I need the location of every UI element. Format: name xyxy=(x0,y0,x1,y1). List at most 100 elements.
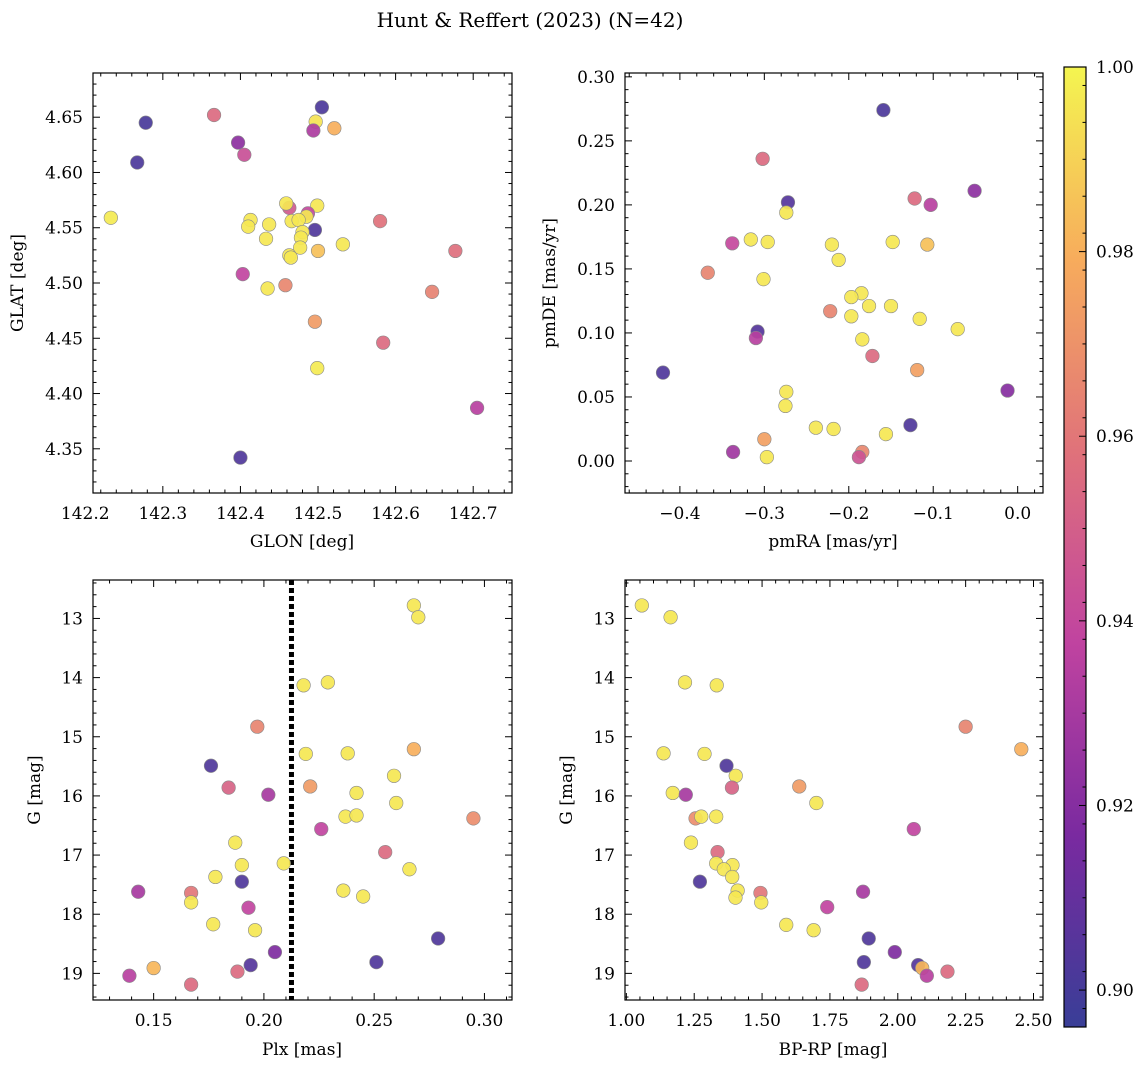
data-point xyxy=(221,780,236,795)
y-tick-label: 4.35 xyxy=(45,440,83,460)
colorbar-tick-label: 0.98 xyxy=(1096,243,1134,263)
data-point xyxy=(267,944,283,960)
data-point xyxy=(967,183,982,198)
data-point xyxy=(728,890,743,905)
data-point xyxy=(709,809,724,824)
data-point xyxy=(844,309,859,324)
data-point xyxy=(340,746,355,761)
panel-bprp-g-axes: 1.00 1.25 1.50 1.75 2.00 2.25 2.50 13 14 15 16 17 18… xyxy=(593,579,1052,1031)
data-point xyxy=(310,198,325,213)
x-tick-label: 0.25 xyxy=(355,1011,393,1031)
panel-pmra-pmde-points xyxy=(655,103,1015,465)
x-tick-label: 2.00 xyxy=(879,1011,917,1031)
data-point xyxy=(778,398,793,414)
panel-plx-g-points xyxy=(122,580,481,1000)
panel-pmra-pmde-ylabel: pmDE [mas/yr] xyxy=(540,218,560,348)
data-point xyxy=(754,895,769,910)
data-point xyxy=(310,243,326,259)
data-point xyxy=(327,121,342,136)
colorbar-tick-label: 0.92 xyxy=(1096,796,1134,816)
x-tick-label: 0.30 xyxy=(466,1011,504,1031)
data-point xyxy=(906,821,921,837)
colorbar: 0.90 0.92 0.94 0.96 0.98 1.00 xyxy=(1063,58,1134,1028)
x-tick-label: 1.50 xyxy=(743,1011,781,1031)
data-point xyxy=(861,931,876,946)
data-point xyxy=(283,250,298,265)
data-point xyxy=(656,746,671,761)
data-point xyxy=(725,236,740,251)
data-point xyxy=(779,205,794,220)
data-point xyxy=(854,977,869,992)
data-point xyxy=(466,811,481,826)
data-point xyxy=(885,234,900,250)
data-point xyxy=(203,758,219,773)
colorbar-tick-label: 0.96 xyxy=(1096,427,1134,447)
x-tick-label: 2.25 xyxy=(947,1011,985,1031)
panel-plx-g-ylabel: G [mag] xyxy=(25,755,45,824)
data-point xyxy=(820,900,835,915)
data-point xyxy=(709,678,724,693)
x-tick-label: 142.3 xyxy=(138,504,187,524)
data-point xyxy=(230,135,246,150)
data-point xyxy=(634,598,649,613)
data-point xyxy=(314,100,329,115)
data-point xyxy=(694,809,709,824)
panel-glon-glat-points xyxy=(103,100,485,465)
data-point xyxy=(206,107,222,123)
data-point xyxy=(307,222,323,238)
colorbar-ticks: 0.90 0.92 0.94 0.96 0.98 1.00 xyxy=(1079,58,1134,1010)
colorbar-tick-label: 0.90 xyxy=(1096,981,1134,1001)
data-point xyxy=(250,719,265,734)
data-point xyxy=(683,835,699,850)
y-tick-label: 4.65 xyxy=(45,108,83,128)
data-point xyxy=(247,923,263,938)
data-point xyxy=(1014,742,1029,757)
y-tick-label: 0.05 xyxy=(577,388,615,408)
x-tick-label: 142.7 xyxy=(449,504,498,524)
data-point xyxy=(262,217,277,232)
panel-bprp-g: 1.00 1.25 1.50 1.75 2.00 2.25 2.50 13 14 15 16 17 18… xyxy=(557,579,1052,1060)
data-point xyxy=(184,895,199,910)
data-point xyxy=(665,785,680,801)
data-point xyxy=(406,742,421,757)
colorbar-gradient xyxy=(1063,66,1087,1028)
data-point xyxy=(369,955,384,970)
panel-bprp-g-ylabel: G [mag] xyxy=(557,755,577,824)
data-point xyxy=(757,432,772,447)
data-point xyxy=(883,298,899,314)
data-point xyxy=(808,420,823,435)
y-tick-label: 0.25 xyxy=(577,132,615,152)
data-point xyxy=(138,115,153,130)
data-point xyxy=(700,265,715,280)
data-point xyxy=(779,384,794,399)
data-point xyxy=(919,968,934,983)
data-point xyxy=(878,426,894,442)
plot-frame xyxy=(92,579,513,1001)
data-point xyxy=(310,361,325,376)
x-tick-label: 142.6 xyxy=(371,504,420,524)
data-point xyxy=(826,421,841,437)
data-point xyxy=(130,155,145,170)
plot-frame xyxy=(624,72,1044,494)
panel-bprp-g-xlabel: BP-RP [mag] xyxy=(779,1040,888,1060)
data-point xyxy=(349,785,364,801)
y-tick-label: 14 xyxy=(61,669,83,689)
data-point xyxy=(235,267,250,282)
data-point xyxy=(298,746,313,762)
y-tick-label: 17 xyxy=(61,846,83,866)
data-point xyxy=(903,418,918,433)
data-point xyxy=(831,252,846,268)
panel-glon-glat-xlabel: GLON [deg] xyxy=(250,532,354,552)
data-point xyxy=(861,298,877,314)
y-tick-label: 0.30 xyxy=(577,68,615,88)
data-point xyxy=(697,746,712,762)
y-tick-label: 4.55 xyxy=(45,219,83,239)
data-point xyxy=(237,147,252,162)
data-point xyxy=(122,968,137,983)
data-point xyxy=(792,779,807,794)
y-tick-label: 0.15 xyxy=(577,260,615,280)
data-point xyxy=(677,675,693,690)
data-point xyxy=(855,332,870,347)
data-point xyxy=(910,362,925,378)
panel-pmra-pmde-axes: −0.4 −0.3 −0.2 −0.1 0.0 0.00 0.05 0.10 0.15 0.20 0… xyxy=(577,68,1044,524)
